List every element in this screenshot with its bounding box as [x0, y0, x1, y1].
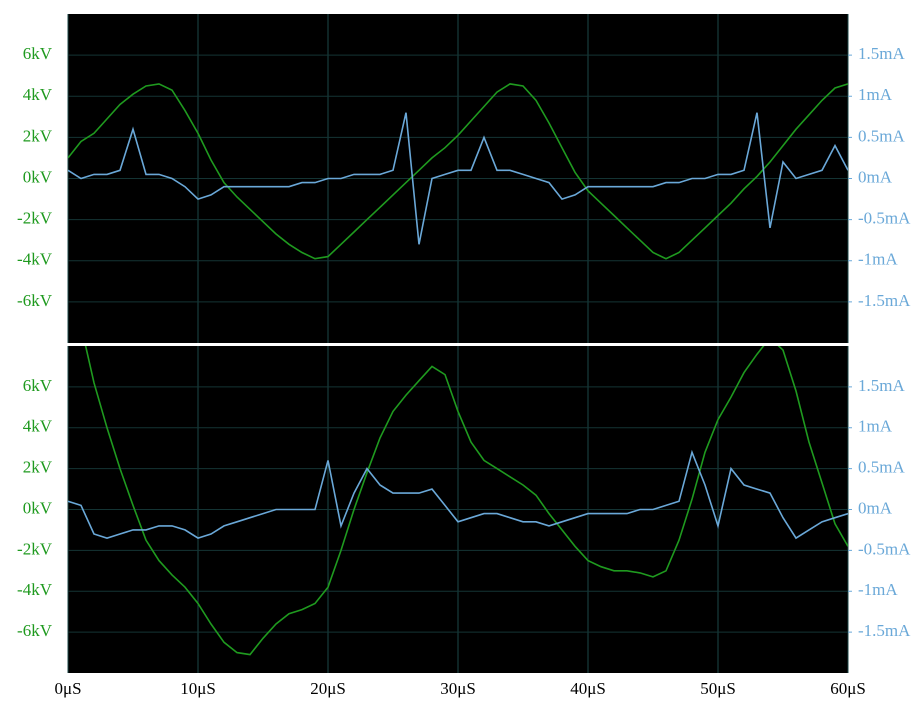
- y-tick-label: 0kV: [23, 167, 53, 186]
- y-tick-label: -2kV: [17, 539, 53, 558]
- current-line: [68, 449, 848, 540]
- y-tick-label: 4kV: [23, 417, 53, 436]
- y2-tick-label: -1mA: [858, 580, 898, 599]
- y2-tick-label: 0.5mA: [858, 126, 905, 145]
- current-line: [68, 112, 848, 245]
- y-tick-label: -6kV: [17, 291, 53, 310]
- x-tick-label: 20μS: [310, 679, 346, 698]
- y2-tick-label: 0mA: [858, 498, 893, 517]
- y2-tick-label: 1.5mA: [858, 44, 905, 63]
- y-tick-label: 6kV: [23, 44, 53, 63]
- y-tick-label: 0kV: [23, 498, 53, 517]
- x-tick-label: 50μS: [700, 679, 736, 698]
- y-tick-label: -4kV: [17, 580, 53, 599]
- x-tick-label: 10μS: [180, 679, 216, 698]
- y-tick-label: 6kV: [23, 376, 53, 395]
- x-tick-label: 40μS: [570, 679, 606, 698]
- voltage-line: [68, 83, 848, 260]
- y-tick-label: 2kV: [23, 126, 53, 145]
- x-tick-label: 0μS: [54, 679, 81, 698]
- y2-tick-label: -1.5mA: [858, 291, 911, 310]
- x-tick-label: 30μS: [440, 679, 476, 698]
- y-tick-label: -6kV: [17, 621, 53, 640]
- y2-tick-label: 0.5mA: [858, 458, 905, 477]
- voltage-line: [84, 346, 848, 656]
- y2-tick-label: 1mA: [858, 417, 893, 436]
- y-tick-label: -2kV: [17, 209, 53, 228]
- y2-tick-label: -0.5mA: [858, 539, 911, 558]
- y2-tick-label: -1.5mA: [858, 621, 911, 640]
- y-tick-label: -4kV: [17, 250, 53, 269]
- y2-tick-label: -1mA: [858, 250, 898, 269]
- y-tick-label: 2kV: [23, 458, 53, 477]
- y2-tick-label: 1mA: [858, 85, 893, 104]
- y2-tick-label: 1.5mA: [858, 376, 905, 395]
- x-tick-label: 60μS: [830, 679, 866, 698]
- y2-tick-label: 0mA: [858, 167, 893, 186]
- y-tick-label: 4kV: [23, 85, 53, 104]
- y2-tick-label: -0.5mA: [858, 209, 911, 228]
